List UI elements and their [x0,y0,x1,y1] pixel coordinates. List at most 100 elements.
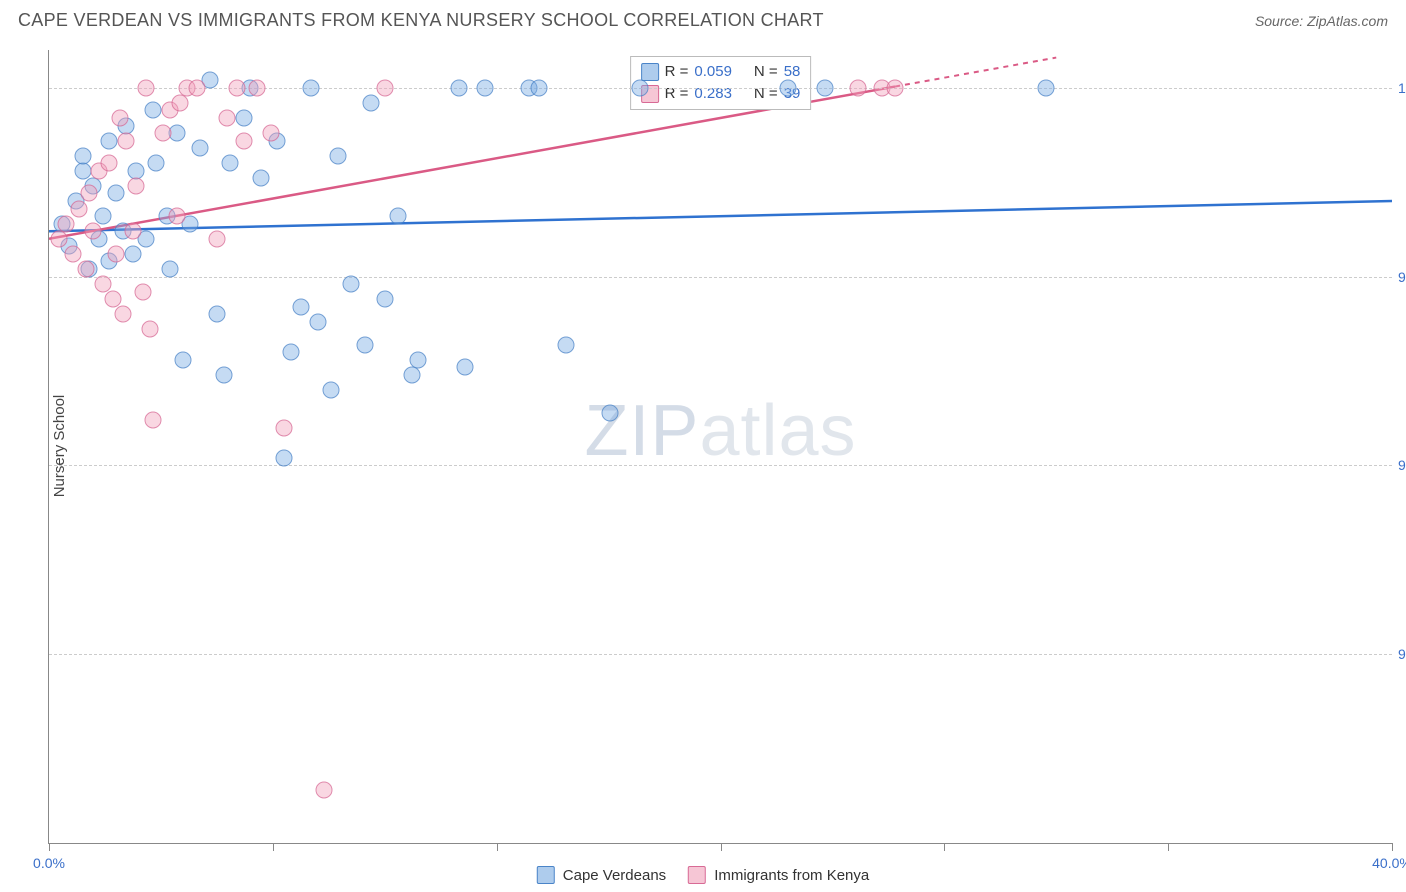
data-point [816,79,833,96]
data-point [124,223,141,240]
data-point [218,109,235,126]
r-label: R = [665,83,689,105]
data-point [74,147,91,164]
data-point [135,283,152,300]
x-tick [1392,843,1393,851]
data-point [229,79,246,96]
data-point [356,336,373,353]
data-point [309,313,326,330]
data-point [94,276,111,293]
legend-swatch-blue [641,63,659,81]
data-point [108,185,125,202]
data-point [145,412,162,429]
data-point [57,215,74,232]
data-point [410,351,427,368]
x-tick-label: 40.0% [1372,855,1406,871]
data-point [124,245,141,262]
gridline [49,465,1392,466]
legend-item: Cape Verdeans [537,866,666,884]
data-point [376,291,393,308]
trend-lines [49,50,1392,843]
legend-swatch-pink [688,866,706,884]
data-point [118,132,135,149]
r-value: 0.283 [694,83,732,105]
chart-area: ZIPatlas R = 0.059 N = 58 R = 0.283 N = … [48,50,1392,844]
data-point [51,230,68,247]
data-point [188,79,205,96]
legend-stats-row: R = 0.059 N = 58 [641,61,801,83]
data-point [71,200,88,217]
n-label: N = [754,61,778,83]
y-tick-label: 95.0% [1398,457,1406,473]
data-point [208,306,225,323]
data-point [104,291,121,308]
n-label: N = [754,83,778,105]
data-point [81,185,98,202]
data-point [249,79,266,96]
data-point [887,79,904,96]
data-point [77,261,94,278]
data-point [171,94,188,111]
watermark-atlas: atlas [699,391,856,471]
data-point [208,230,225,247]
x-tick [944,843,945,851]
data-point [168,208,185,225]
data-point [531,79,548,96]
chart-source: Source: ZipAtlas.com [1255,13,1388,29]
x-tick [721,843,722,851]
data-point [101,132,118,149]
legend-series: Cape Verdeans Immigrants from Kenya [537,866,869,884]
data-point [155,125,172,142]
data-point [282,344,299,361]
x-tick [273,843,274,851]
data-point [235,132,252,149]
data-point [148,155,165,172]
data-point [138,79,155,96]
data-point [403,366,420,383]
y-tick-label: 92.5% [1398,646,1406,662]
gridline [49,654,1392,655]
data-point [108,245,125,262]
data-point [376,79,393,96]
data-point [111,109,128,126]
data-point [74,162,91,179]
data-point [292,298,309,315]
data-point [363,94,380,111]
data-point [235,109,252,126]
data-point [114,306,131,323]
y-tick-label: 97.5% [1398,269,1406,285]
x-tick [1168,843,1169,851]
legend-swatch-blue [537,866,555,884]
data-point [558,336,575,353]
legend-label: Immigrants from Kenya [714,867,869,884]
data-point [145,102,162,119]
r-value: 0.059 [694,61,732,83]
data-point [252,170,269,187]
x-tick [49,843,50,851]
x-tick [497,843,498,851]
data-point [601,404,618,421]
data-point [276,419,293,436]
data-point [276,449,293,466]
gridline [49,277,1392,278]
data-point [94,208,111,225]
data-point [141,321,158,338]
data-point [175,351,192,368]
data-point [192,140,209,157]
data-point [101,155,118,172]
data-point [215,366,232,383]
data-point [850,79,867,96]
legend-item: Immigrants from Kenya [688,866,869,884]
data-point [457,359,474,376]
data-point [343,276,360,293]
chart-title: CAPE VERDEAN VS IMMIGRANTS FROM KENYA NU… [18,10,824,31]
data-point [1038,79,1055,96]
data-point [323,381,340,398]
data-point [64,245,81,262]
watermark: ZIPatlas [584,390,856,472]
data-point [329,147,346,164]
r-label: R = [665,61,689,83]
data-point [161,261,178,278]
watermark-zip: ZIP [584,391,699,471]
data-point [779,79,796,96]
